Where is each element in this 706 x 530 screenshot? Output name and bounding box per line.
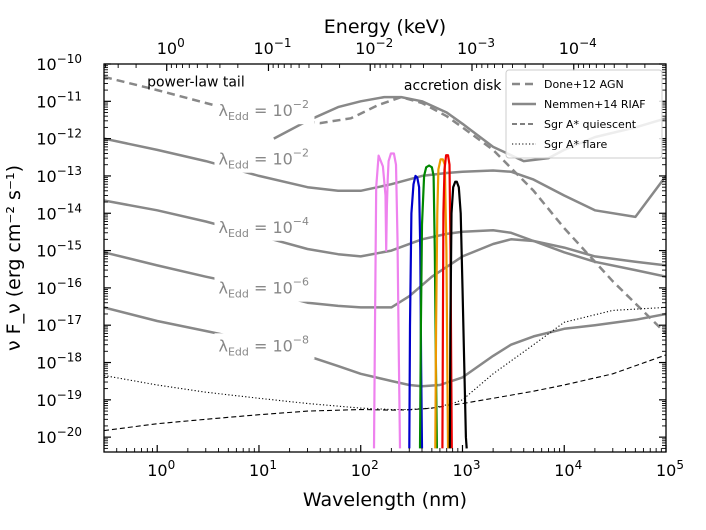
filter-curve-green bbox=[418, 164, 438, 449]
y-tick-label: 10−17 bbox=[36, 313, 82, 335]
filter-curve-violet bbox=[372, 152, 402, 449]
series-line-riaf-1e-8 bbox=[104, 306, 666, 388]
top-tick-label: 10−4 bbox=[559, 36, 597, 58]
x-tick-label: 105 bbox=[656, 458, 684, 480]
x-tick-label: 104 bbox=[554, 458, 582, 480]
x-axis-title: Wavelength (nm) bbox=[303, 489, 467, 511]
x-tick-label: 100 bbox=[147, 458, 175, 480]
y-tick-label: 10−14 bbox=[36, 201, 82, 223]
top-tick-label: 10−2 bbox=[355, 36, 393, 58]
annotation-accretion-disk: accretion disk bbox=[404, 78, 502, 94]
y-tick-label: 10−10 bbox=[36, 52, 82, 74]
y-tick-label: 10−19 bbox=[36, 388, 82, 410]
top-axis-title: Energy (keV) bbox=[324, 16, 446, 38]
filter-curve-orange bbox=[434, 158, 450, 449]
lambda-label-bg bbox=[214, 214, 315, 241]
legend: Done+12 AGN Nemmen+14 RIAF Sgr A* quiescen… bbox=[505, 69, 663, 159]
legend-box bbox=[505, 69, 663, 159]
y-tick-label: 10−13 bbox=[36, 164, 82, 186]
top-tick-label: 100 bbox=[157, 36, 185, 58]
lambda-edd-label: λEdd = 10−6 bbox=[218, 276, 309, 301]
series-line-riaf-1e-6 bbox=[104, 238, 666, 309]
legend-label-sgr-a-quiescent: Sgr A* quiescent bbox=[544, 118, 637, 131]
x-tick-label: 102 bbox=[351, 458, 379, 480]
plot-filters bbox=[372, 152, 468, 449]
filter-curve-black bbox=[448, 180, 468, 449]
lambda-label-bg bbox=[214, 275, 315, 302]
lambda-edd-label: λEdd = 10−2 bbox=[218, 98, 309, 123]
lambda-edd-label: λEdd = 10−4 bbox=[218, 215, 309, 240]
y-tick-label: 10−15 bbox=[36, 239, 82, 261]
lambda-label-bg bbox=[214, 146, 315, 173]
y-tick-label: 10−11 bbox=[36, 89, 82, 111]
top-tick-label: 10−3 bbox=[457, 36, 495, 58]
y-tick-label: 10−20 bbox=[36, 425, 82, 447]
y-axis-title: ν F_ν (erg cm⁻² s⁻¹) bbox=[3, 165, 25, 351]
axes: 100 101 102 103 104 105 100 10−1 10−2 10−3 10−4 10−… bbox=[36, 36, 684, 480]
y-tick-label: 10−18 bbox=[36, 351, 82, 373]
top-tick-label: 10−1 bbox=[253, 36, 291, 58]
legend-label-sgr-a-flare: Sgr A* flare bbox=[544, 138, 607, 151]
plot-frame bbox=[103, 63, 667, 453]
lambda-label-bg bbox=[214, 98, 315, 125]
lambda-edd-label: λEdd = 10−8 bbox=[218, 333, 309, 358]
x-tick-label: 101 bbox=[249, 458, 277, 480]
x-tick-label: 103 bbox=[452, 458, 480, 480]
y-tick-label: 10−16 bbox=[36, 276, 82, 298]
legend-label-nemmen-14-riaf: Nemmen+14 RIAF bbox=[544, 98, 646, 111]
lambda-edd-label: λEdd = 10−2 bbox=[218, 147, 309, 172]
lambda-label-bg bbox=[214, 333, 315, 360]
series-line-sgr-a-flare bbox=[104, 306, 666, 411]
legend-label-done-12-agn: Done+12 AGN bbox=[544, 78, 624, 91]
plot-annotations: power-law tail accretion disk λEdd = 10−2 λ… bbox=[147, 74, 502, 360]
y-tick-label: 10−12 bbox=[36, 127, 82, 149]
annotation-power-law-tail: power-law tail bbox=[147, 74, 245, 90]
series-line-sgr-a-quiescent bbox=[104, 354, 666, 432]
